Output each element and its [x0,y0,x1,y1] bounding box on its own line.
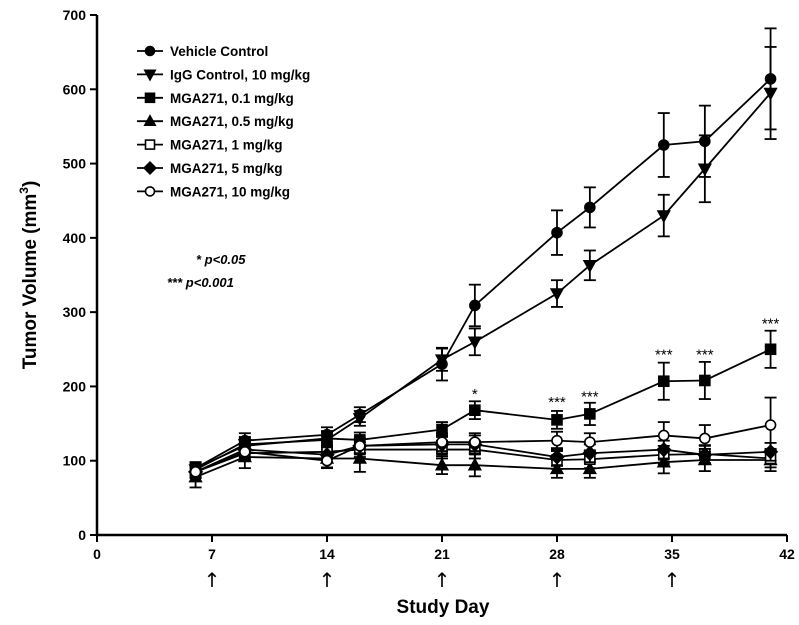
series-6 [189,396,777,479]
dosing-arrow: ↑ [319,568,336,592]
dosing-arrow: ↑ [549,568,566,592]
data-point [657,139,670,151]
y-tick-label: 700 [63,7,87,23]
data-point [582,260,597,274]
legend-item: MGA271, 10 mg/kg [137,184,290,199]
legend-item: MGA271, 5 mg/kg [137,161,283,176]
x-tick-label: 42 [779,546,795,562]
y-axis-title-superscript: 3 [17,187,31,194]
legend-marker [144,45,156,57]
data-point [469,299,481,312]
data-point [239,445,251,458]
data-point [467,336,482,350]
series-line [195,456,771,478]
legend-marker [144,186,156,197]
x-tick-label: 35 [664,546,680,562]
significance-star: *** [548,394,566,411]
data-point [434,457,450,471]
x-tick-label: 7 [208,546,216,562]
y-tick-label: 200 [63,378,87,394]
legend: Vehicle Control IgG Control, 10 mg/kg MGA2… [137,44,310,199]
legend-marker [143,69,157,82]
data-point [469,404,481,417]
data-point [467,457,482,471]
data-point [551,434,563,447]
data-point [321,454,333,467]
legend-label: Vehicle Control [170,44,268,59]
legend-label: MGA271, 10 mg/kg [170,184,290,199]
data-point [352,413,367,427]
x-tick-label: 21 [434,546,450,562]
y-axis-title-close: ) [20,181,41,187]
legend-item: MGA271, 0.5 mg/kg [137,114,294,129]
data-point [434,354,450,368]
y-axis-title-main: Tumor Volume (mm [20,194,41,370]
dosing-arrow: ↑ [664,568,681,592]
data-point [469,436,481,448]
data-point [763,87,778,101]
significance-note-2: *** p<0.001 [167,275,234,290]
legend-label: MGA271, 5 mg/kg [170,161,283,176]
y-tick-label: 300 [63,304,87,320]
x-tick-label: 0 [93,546,101,562]
x-axis-title: Study Day [397,597,490,618]
legend-marker [144,139,156,150]
dosing-arrow: ↑ [204,568,221,592]
data-point [657,429,670,442]
legend-item: Vehicle Control [137,44,268,59]
legend-item: IgG Control, 10 mg/kg [137,67,310,82]
x-tick-label: 28 [549,546,565,562]
data-point [699,432,711,445]
legend-item: MGA271, 1 mg/kg [137,138,283,153]
legend-label: MGA271, 0.1 mg/kg [170,91,294,106]
significance-note-1: * p<0.05 [196,252,246,267]
data-point [436,436,448,448]
data-point [584,436,596,448]
data-point [764,343,777,356]
data-point [656,210,671,224]
y-tick-label: 600 [63,81,87,97]
data-point [551,226,563,239]
legend-marker [143,161,157,175]
legend-item: MGA271, 0.1 mg/kg [137,91,294,106]
y-tick-label: 100 [63,453,87,469]
legend-marker [144,92,156,104]
significance-star: *** [696,347,714,364]
axes-layer: 0 100 200 300 400 500 600 700 0 7 14 21 28 35 42 ↑ ↑ ↑ ↑ ↑ [63,7,795,592]
legend-label: MGA271, 1 mg/kg [170,138,283,153]
data-point [699,374,711,387]
data-point [584,408,596,420]
data-point [584,201,596,214]
data-point [551,414,563,426]
data-point [764,419,777,431]
legend-label: IgG Control, 10 mg/kg [170,67,310,82]
data-point [549,288,565,302]
significance-star: *** [762,315,780,332]
y-tick-label: 0 [78,527,86,543]
data-point [657,375,670,388]
y-axis-title: Tumor Volume (mm3) [17,181,41,370]
significance-star: *** [655,347,673,364]
y-tick-label: 500 [63,156,87,172]
data-point [697,163,712,177]
data-point [321,432,333,445]
legend-marker [143,114,157,127]
legend-label: MGA271, 0.5 mg/kg [170,114,294,129]
dosing-arrow: ↑ [434,568,451,592]
data-point [189,466,202,478]
significance-star: *** [581,388,599,405]
data-point [549,449,565,465]
y-tick-label: 400 [63,230,87,246]
x-tick-label: 14 [319,546,335,562]
data-point [354,440,366,452]
significance-star: * [472,386,478,403]
series-layer: * *** ****** ****** [187,27,780,489]
